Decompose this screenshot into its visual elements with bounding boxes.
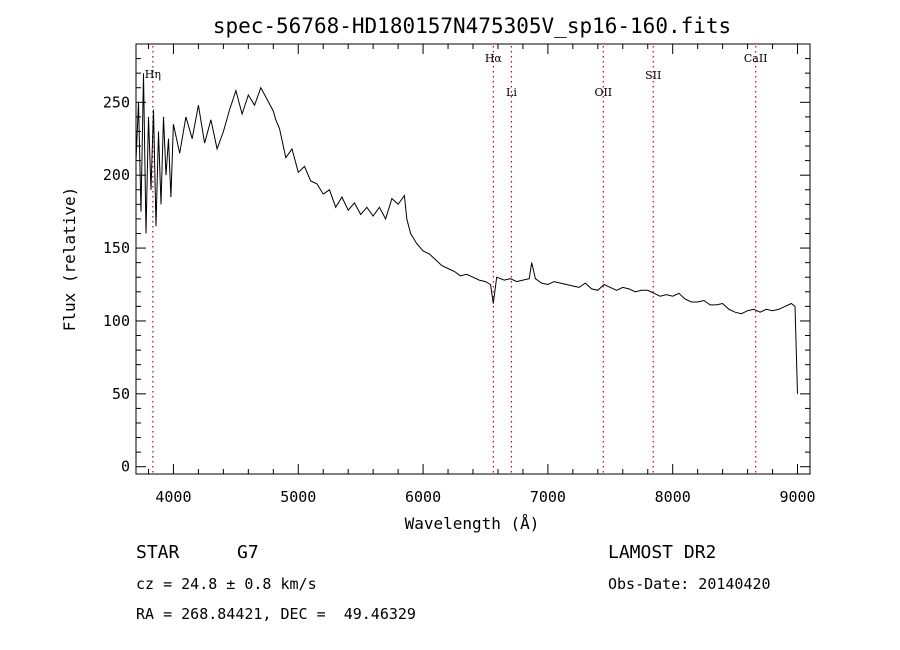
y-tick-label: 150 — [103, 239, 130, 257]
survey-name: LAMOST DR2 — [608, 542, 717, 563]
x-tick-label: 5000 — [280, 488, 316, 506]
spectral-line-label: CaII — [744, 52, 768, 65]
y-axis-label: Flux (relative) — [60, 187, 79, 332]
spectral-line-label: Hη — [145, 68, 161, 81]
spectral-line-markers: Hη Hα Li OII SII CaII — [145, 46, 768, 474]
x-tick-label: 6000 — [405, 488, 441, 506]
x-axis-label: Wavelength (Å) — [405, 514, 540, 533]
axis-ticks — [136, 44, 810, 474]
y-tick-label: 50 — [112, 385, 130, 403]
chart-title: spec-56768-HD180157N475305V_sp16-160.fit… — [213, 14, 731, 38]
object-type: STAR — [136, 542, 180, 563]
y-tick-label: 0 — [121, 458, 130, 476]
plot-frame — [135, 43, 811, 475]
coordinates-text: RA = 268.84421, DEC = 49.46329 — [136, 605, 416, 623]
y-tick-label: 200 — [103, 166, 130, 184]
redshift-text: cz = 24.8 ± 0.8 km/s — [136, 575, 317, 593]
x-tick-label: 8000 — [655, 488, 691, 506]
y-tick-labels: 0 50 100 150 200 250 — [103, 93, 130, 475]
x-tick-label: 9000 — [779, 488, 815, 506]
object-subclass: G7 — [237, 542, 259, 563]
y-tick-label: 250 — [103, 93, 130, 111]
observation-date: Obs-Date: 20140420 — [608, 575, 771, 593]
spectral-line-label: Li — [506, 86, 517, 99]
spectrum-line — [135, 73, 798, 394]
spectral-line-label: Hα — [485, 52, 503, 65]
x-tick-labels: 4000 5000 6000 7000 8000 9000 — [155, 488, 815, 506]
x-tick-label: 7000 — [530, 488, 566, 506]
spectral-line-label: SII — [645, 69, 661, 82]
spectral-line-label: OII — [594, 86, 612, 99]
y-tick-label: 100 — [103, 312, 130, 330]
x-tick-label: 4000 — [155, 488, 191, 506]
